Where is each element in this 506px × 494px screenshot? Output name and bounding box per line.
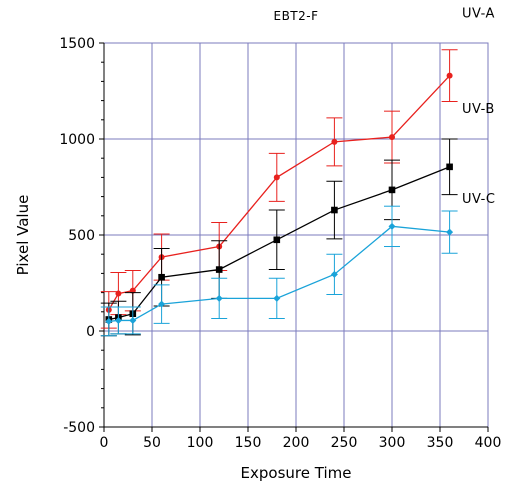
- data-point: [105, 317, 113, 325]
- series-label: UV-B: [462, 102, 495, 117]
- y-tick-label: 1500: [59, 36, 95, 52]
- data-point: [388, 222, 396, 230]
- data-point: [273, 174, 280, 181]
- axes: 0 50 100 150 200 250 300 350 400 -500 0 500 1000 1500: [59, 36, 501, 451]
- x-tick-label: 350: [427, 435, 454, 451]
- data-point: [273, 294, 281, 302]
- x-tick-label: 200: [283, 435, 310, 451]
- series-label: UV-C: [462, 192, 495, 207]
- x-tick-label: 100: [187, 435, 214, 451]
- series-label: UV-A: [462, 7, 495, 22]
- y-axis-title: Pixel Value: [14, 195, 32, 276]
- y-tick-label: -500: [63, 420, 95, 436]
- x-tick-label: 300: [379, 435, 406, 451]
- data-point: [446, 72, 453, 79]
- y-tick-label: 500: [68, 228, 95, 244]
- data-point: [215, 266, 223, 273]
- x-axis-title: Exposure Time: [241, 464, 352, 482]
- chart-title: EBT2-F: [273, 9, 318, 23]
- data-point: [446, 228, 454, 236]
- y-tick-label: 0: [86, 324, 95, 340]
- data-point: [114, 316, 122, 324]
- series-uv-c: UV-C: [100, 192, 495, 337]
- data-point: [330, 270, 338, 278]
- x-tick-label: 50: [143, 435, 161, 451]
- series-group: UV-A UV-B UV-C: [100, 7, 495, 337]
- x-tick-label: 400: [475, 435, 502, 451]
- data-point: [446, 163, 453, 171]
- data-point: [388, 186, 396, 194]
- data-point: [215, 294, 223, 302]
- data-point: [115, 290, 122, 297]
- data-point: [331, 138, 338, 145]
- data-point: [331, 206, 338, 214]
- data-point: [129, 316, 137, 324]
- x-tick-label: 0: [100, 435, 109, 451]
- x-tick-label: 250: [331, 435, 358, 451]
- data-point: [158, 300, 166, 308]
- y-tick-label: 1000: [59, 132, 95, 148]
- data-point: [273, 236, 281, 244]
- data-point: [158, 273, 165, 281]
- series-uv-b: UV-B: [100, 102, 495, 337]
- data-point: [389, 134, 395, 141]
- x-tick-label: 150: [235, 435, 262, 451]
- series-line: [108, 166, 450, 321]
